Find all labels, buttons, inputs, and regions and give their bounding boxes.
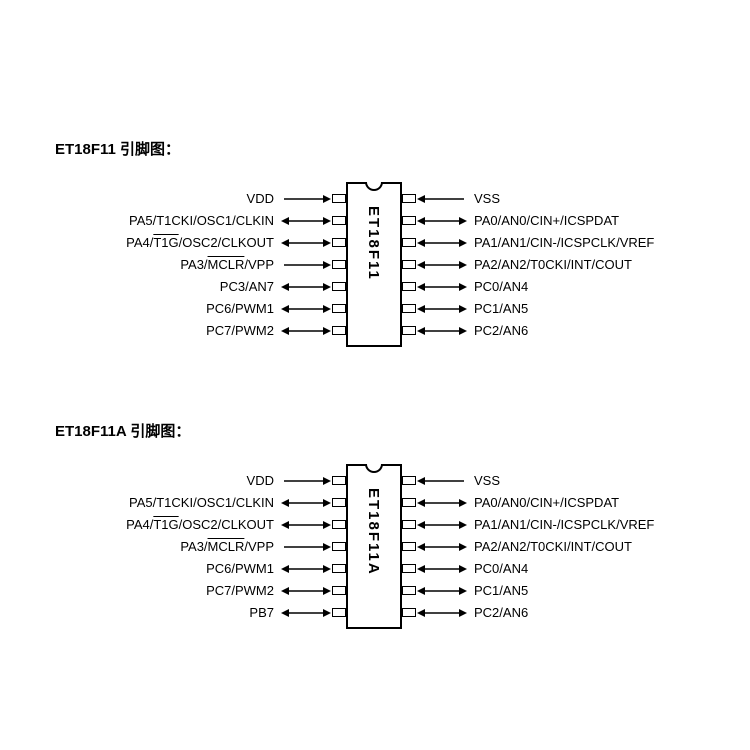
pin-label-right: PC1/AN5 [474, 301, 528, 316]
pin-arrow [416, 193, 468, 205]
pin-label-left: PB7 [249, 605, 274, 620]
pin-arrow [280, 303, 332, 315]
pin-right [402, 564, 416, 573]
pin-right [402, 238, 416, 247]
pin-right [402, 304, 416, 313]
pin-left [332, 326, 346, 335]
pin-left [332, 282, 346, 291]
pin-left [332, 260, 346, 269]
pin-label-right: PC2/AN6 [474, 605, 528, 620]
pin-label-right: PA2/AN2/T0CKI/INT/COUT [474, 539, 632, 554]
pin-arrow [416, 303, 468, 315]
pin-right [402, 282, 416, 291]
diagram-title: ET18F11 引脚图： [55, 138, 180, 159]
pin-arrow [416, 237, 468, 249]
pin-arrow [280, 497, 332, 509]
pin-arrow [416, 585, 468, 597]
pin-arrow [280, 215, 332, 227]
pin-arrow [280, 607, 332, 619]
pin-right [402, 608, 416, 617]
pin-left [332, 586, 346, 595]
pin-arrow [416, 475, 468, 487]
pin-left [332, 564, 346, 573]
pin-label-right: PA0/AN0/CIN+/ICSPDAT [474, 495, 619, 510]
chip-label: ET18F11A [365, 488, 382, 576]
pin-arrow [280, 541, 332, 553]
pin-label-right: PC0/AN4 [474, 561, 528, 576]
pin-left [332, 608, 346, 617]
pin-arrow [416, 519, 468, 531]
pin-label-left: PC3/AN7 [220, 279, 274, 294]
pin-label-right: PC2/AN6 [474, 323, 528, 338]
pin-label-left: PA5/T1CKI/OSC1/CLKIN [129, 495, 274, 510]
pin-arrow [280, 475, 332, 487]
pin-left [332, 476, 346, 485]
pin-arrow [416, 281, 468, 293]
pin-right [402, 542, 416, 551]
pin-left [332, 520, 346, 529]
pin-arrow [416, 259, 468, 271]
pin-label-left: PA5/T1CKI/OSC1/CLKIN [129, 213, 274, 228]
chip-label: ET18F11 [365, 206, 382, 281]
pin-arrow [416, 497, 468, 509]
pin-arrow [416, 607, 468, 619]
pin-right [402, 260, 416, 269]
pin-label-left: PA3/MCLR/VPP [180, 539, 274, 554]
pin-left [332, 542, 346, 551]
pin-label-left: VDD [247, 473, 274, 488]
pin-right [402, 498, 416, 507]
pin-right [402, 476, 416, 485]
pin-label-left: PC6/PWM1 [206, 561, 274, 576]
pin-arrow [416, 325, 468, 337]
pin-label-left: PA4/T1G/OSC2/CLKOUT [126, 517, 274, 532]
pin-arrow [280, 193, 332, 205]
pin-arrow [280, 325, 332, 337]
pin-label-left: PA4/T1G/OSC2/CLKOUT [126, 235, 274, 250]
pin-right [402, 520, 416, 529]
pin-label-right: PA2/AN2/T0CKI/INT/COUT [474, 257, 632, 272]
pin-right [402, 216, 416, 225]
pin-arrow [280, 259, 332, 271]
pin-label-left: PC6/PWM1 [206, 301, 274, 316]
pin-right [402, 326, 416, 335]
pin-right [402, 194, 416, 203]
pin-label-right: PC1/AN5 [474, 583, 528, 598]
diagram-title: ET18F11A 引脚图： [55, 420, 190, 441]
pin-left [332, 194, 346, 203]
pin-left [332, 304, 346, 313]
pin-label-right: PA1/AN1/CIN-/ICSPCLK/VREF [474, 517, 654, 532]
pin-label-right: VSS [474, 473, 500, 488]
pin-arrow [280, 237, 332, 249]
pin-arrow [280, 519, 332, 531]
pin-right [402, 586, 416, 595]
pin-arrow [280, 281, 332, 293]
pin-left [332, 238, 346, 247]
pin-arrow [416, 541, 468, 553]
pin-arrow [416, 215, 468, 227]
pin-label-left: PA3/MCLR/VPP [180, 257, 274, 272]
pin-label-right: PA1/AN1/CIN-/ICSPCLK/VREF [474, 235, 654, 250]
pin-label-left: PC7/PWM2 [206, 323, 274, 338]
pin-label-left: VDD [247, 191, 274, 206]
pin-arrow [416, 563, 468, 575]
pin-arrow [280, 563, 332, 575]
pin-label-right: VSS [474, 191, 500, 206]
pin-label-right: PA0/AN0/CIN+/ICSPDAT [474, 213, 619, 228]
pin-left [332, 498, 346, 507]
pin-arrow [280, 585, 332, 597]
pin-left [332, 216, 346, 225]
pin-label-left: PC7/PWM2 [206, 583, 274, 598]
pin-label-right: PC0/AN4 [474, 279, 528, 294]
